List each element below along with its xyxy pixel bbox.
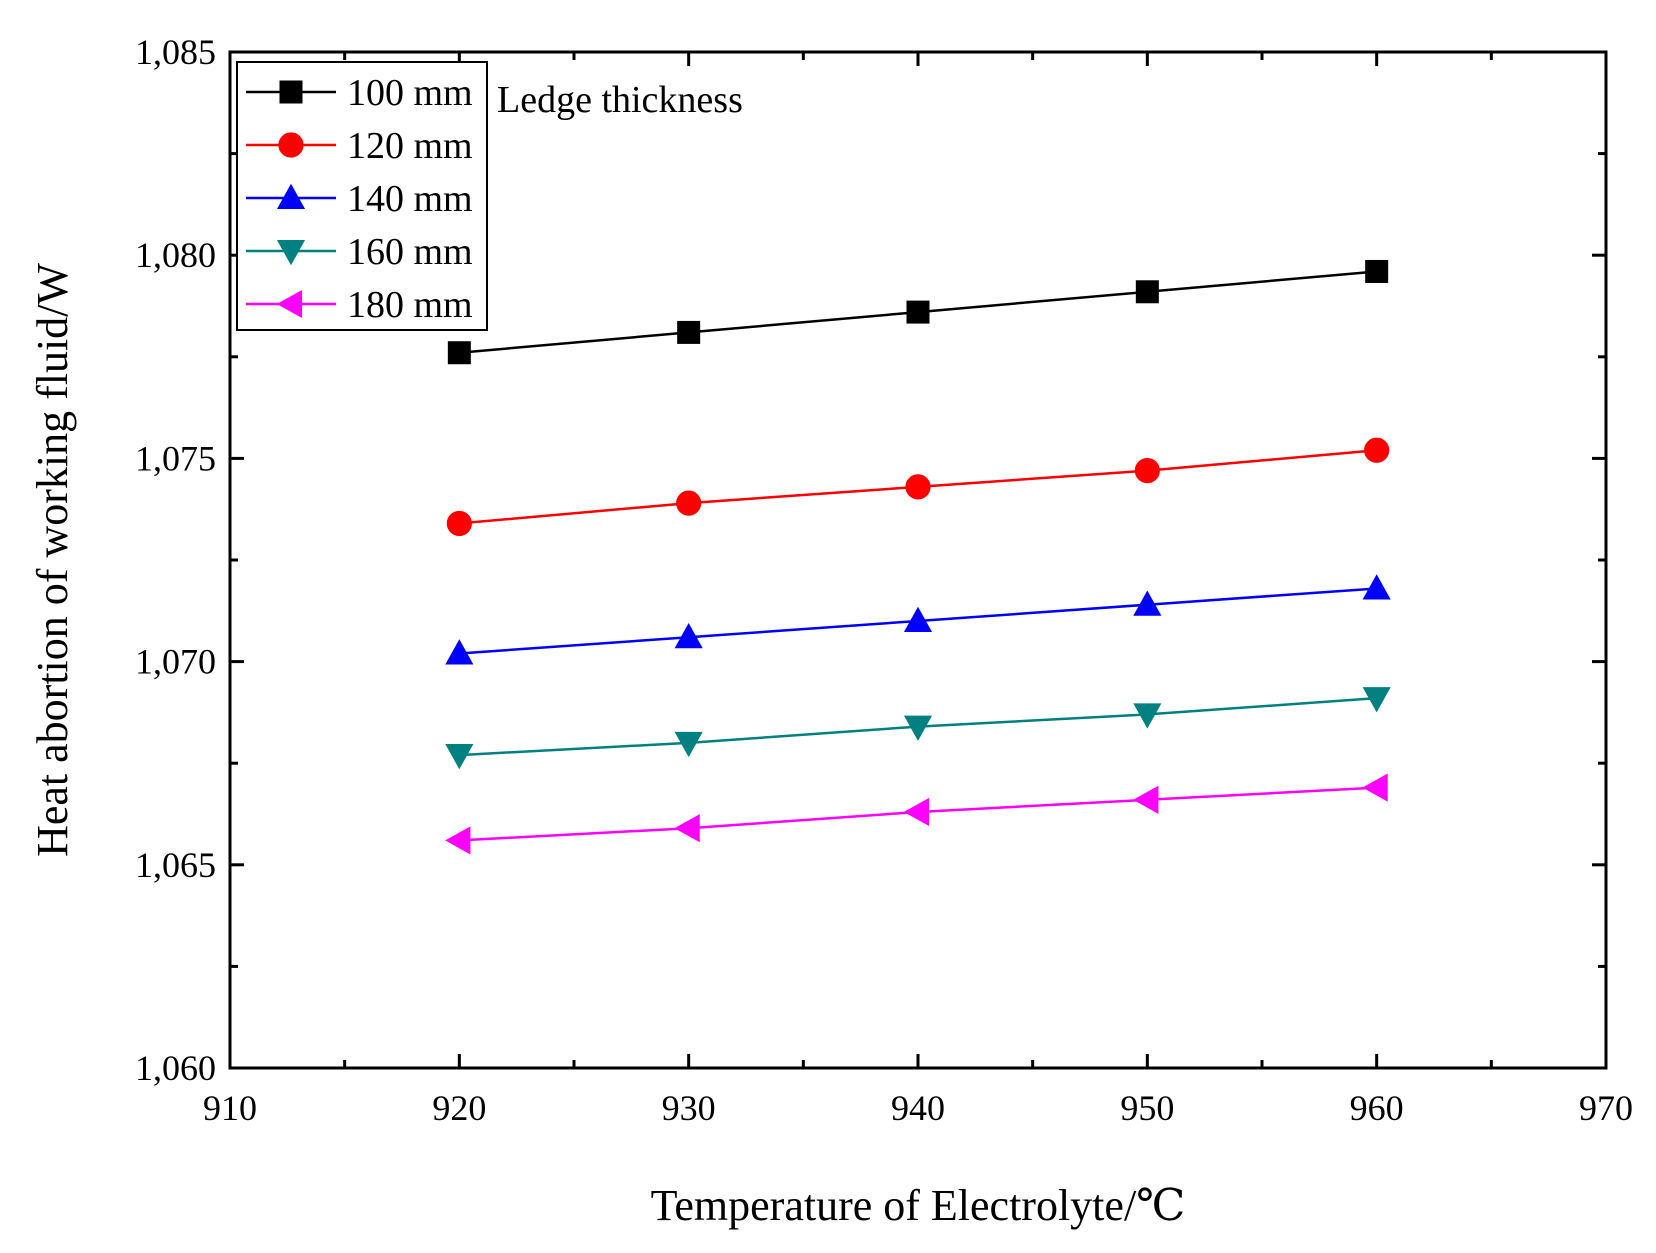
legend-marker — [276, 183, 306, 210]
legend-label: 160 mm — [347, 231, 473, 273]
data-point — [1362, 574, 1391, 600]
data-point — [1362, 687, 1391, 713]
legend-box — [236, 61, 488, 331]
legend-item: 180 mm — [246, 284, 473, 326]
data-point — [1364, 437, 1390, 463]
series-0 — [447, 259, 1389, 365]
x-tick-label: 930 — [662, 1088, 716, 1128]
legend-marker — [276, 289, 303, 319]
data-point — [445, 639, 474, 665]
data-point — [674, 622, 703, 649]
legend-label: 180 mm — [347, 284, 473, 326]
legend: 100 mm 120 mm 140 mm 160 mm 180 mm Ledge thi… — [236, 61, 743, 331]
data-point — [906, 300, 930, 324]
data-point — [674, 731, 703, 758]
legend-marker — [276, 239, 306, 266]
legend-item: 100 mm — [246, 72, 473, 114]
data-point — [445, 826, 471, 855]
legend-label: 100 mm — [347, 72, 473, 114]
series-2 — [445, 574, 1391, 665]
legend-marker — [279, 80, 303, 104]
x-axis-title: Temperature of Electrolyte/℃ — [651, 1181, 1186, 1230]
data-point — [447, 341, 471, 365]
data-point — [903, 797, 930, 827]
y-tick-label: 1,070 — [135, 642, 216, 682]
y-tick-label: 1,060 — [135, 1048, 216, 1088]
x-tick-label: 940 — [891, 1088, 945, 1128]
data-point — [903, 606, 933, 633]
y-tick-label: 1,065 — [135, 845, 216, 885]
series-layer — [445, 259, 1391, 855]
x-tick-label: 950 — [1120, 1088, 1174, 1128]
y-axis-title: Heat abortion of working fluid/W — [28, 263, 77, 857]
data-point — [905, 474, 931, 500]
data-point — [674, 814, 700, 843]
data-point — [903, 715, 933, 741]
data-point — [445, 744, 474, 770]
x-tick-label: 960 — [1350, 1088, 1404, 1128]
data-point — [1133, 703, 1162, 729]
legend-label: 140 mm — [347, 178, 473, 220]
y-tick-label: 1,075 — [135, 438, 216, 478]
series-3 — [445, 687, 1391, 770]
data-point — [676, 490, 702, 516]
legend-items: 100 mm 120 mm 140 mm 160 mm 180 mm — [246, 72, 473, 326]
legend-item: 160 mm — [246, 231, 473, 273]
axis-ticks — [228, 50, 1608, 1070]
legend-marker — [278, 132, 304, 158]
data-point — [1133, 590, 1162, 616]
data-point — [1133, 785, 1159, 814]
y-tick-labels: 1,060 1,065 1,070 1,075 1,080 1,085 — [135, 32, 216, 1088]
legend-title: Ledge thickness — [497, 79, 743, 121]
series-4 — [445, 773, 1388, 855]
x-tick-label: 910 — [203, 1088, 257, 1128]
data-point — [1362, 773, 1388, 802]
legend-label: 120 mm — [347, 125, 473, 167]
data-point — [1135, 280, 1159, 304]
y-tick-label: 1,080 — [135, 235, 216, 275]
data-point — [1134, 457, 1160, 484]
data-point — [1365, 259, 1389, 283]
data-point — [677, 320, 701, 344]
x-tick-label: 970 — [1579, 1088, 1633, 1128]
x-tick-label: 920 — [432, 1088, 486, 1128]
x-tick-labels: 910 920 930 940 950 960 970 — [203, 1088, 1633, 1128]
legend-item: 120 mm — [246, 125, 473, 167]
series-1 — [446, 437, 1390, 537]
legend-item: 140 mm — [246, 178, 473, 220]
data-point — [446, 510, 472, 537]
y-tick-label: 1,085 — [135, 32, 216, 72]
